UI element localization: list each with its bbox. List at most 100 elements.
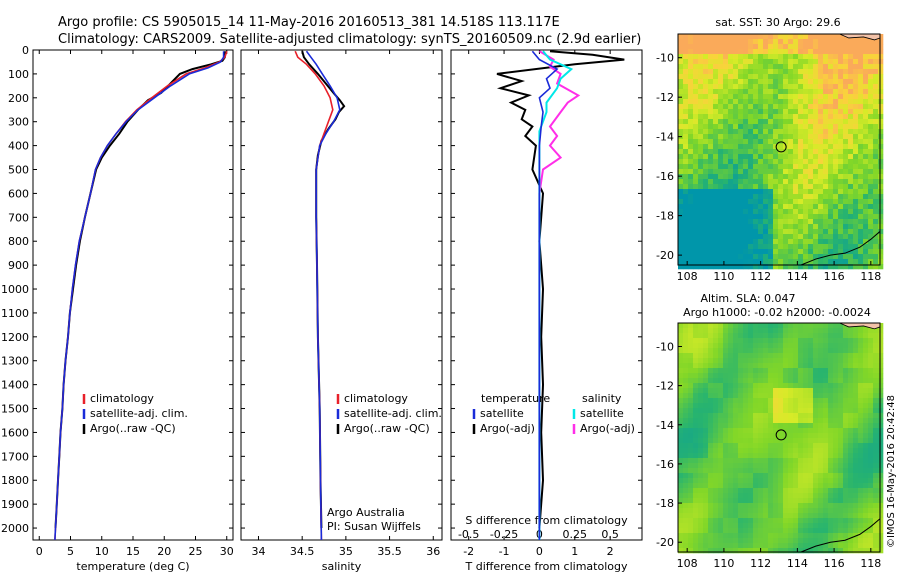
map-cell [808,184,814,190]
map-cell [733,44,739,50]
map-cell [678,74,684,80]
map-cell [683,39,689,45]
map-cell [763,328,769,334]
map-cell [833,54,839,60]
map-cell [698,214,704,220]
map-cell [788,543,794,549]
map-cell [678,59,684,65]
map-cell [688,224,694,230]
map-cell [703,129,709,135]
map-cell [763,104,769,110]
map-cell [868,423,874,429]
map-cell [873,533,879,539]
map-cell [738,154,744,160]
map-cell [788,84,794,90]
map-cell [678,363,684,369]
map-cell [858,343,864,349]
map-cell [708,154,714,160]
map-cell [868,503,874,509]
map-cell [683,64,689,70]
map-cell [843,124,849,130]
map-cell [753,229,759,235]
map-cell [713,144,719,150]
map-cell [708,433,714,439]
map-cell [733,343,739,349]
map-cell [718,348,724,354]
map-cell [858,204,864,210]
map-cell [748,343,754,349]
map-cell [793,109,799,115]
map-cell [678,249,684,255]
map-cell [863,548,869,554]
map-cell [833,229,839,235]
map-cell [678,498,684,504]
map-cell [848,538,854,544]
map-cell [848,328,854,334]
map-cell [713,99,719,105]
map-cell [828,79,834,85]
map-cell [788,343,794,349]
map-cell [843,184,849,190]
map-cell [873,338,879,344]
map-cell [753,134,759,140]
map-cell [713,398,719,404]
map-cell [868,209,874,215]
map-cell [808,234,814,240]
map-cell [683,348,689,354]
map-cell [723,528,729,534]
map-cell [778,428,784,434]
map-cell [828,333,834,339]
map-cell [768,114,774,120]
map-cell [878,114,884,120]
map-cell [723,64,729,70]
map-cell [688,373,694,379]
map-cell [743,119,749,125]
map-cell [698,219,704,225]
map-y-tick-label: -12 [656,380,674,393]
map-cell [693,134,699,140]
map-cell [748,94,754,100]
map-cell [843,99,849,105]
map-cell [783,403,789,409]
map-cell [733,199,739,205]
map-cell [733,368,739,374]
map-cell [798,418,804,424]
map-cell [708,184,714,190]
map-cell [718,214,724,220]
map-cell [708,493,714,499]
map-cell [788,348,794,354]
map-cell [768,239,774,245]
map-cell [718,199,724,205]
map-cell [753,119,759,125]
map-cell [868,358,874,364]
map-cell [698,199,704,205]
map-cell [828,234,834,240]
map-cell [778,398,784,404]
map-cell [783,453,789,459]
map-cell [858,333,864,339]
map-cell [693,174,699,180]
map-cell [863,219,869,225]
map-cell [728,249,734,255]
map-cell [738,483,744,489]
map-cell [753,249,759,255]
map-cell [778,74,784,80]
map-cell [738,493,744,499]
map-cell [708,54,714,60]
map-cell [798,139,804,145]
map-cell [733,49,739,55]
map-cell [723,74,729,80]
map-cell [873,433,879,439]
map-cell [693,179,699,185]
map-cell [828,433,834,439]
map-cell [868,89,874,95]
map-cell [698,483,704,489]
map-cell [793,79,799,85]
map-cell [753,483,759,489]
map-cell [878,219,884,225]
map-cell [848,154,854,160]
map-cell [748,134,754,140]
map-cell [808,438,814,444]
map-cell [718,398,724,404]
map-cell [678,184,684,190]
